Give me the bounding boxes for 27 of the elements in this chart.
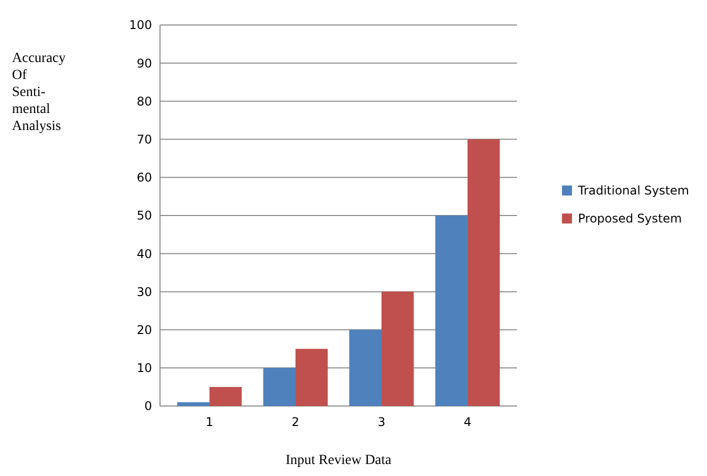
legend-label: Proposed System	[578, 212, 682, 226]
x-axis-title: Input Review Data	[286, 453, 392, 468]
bar	[435, 216, 468, 406]
y-tick-label: 80	[136, 94, 152, 108]
bar	[382, 292, 414, 406]
x-tick-label: 1	[206, 415, 214, 429]
y-tick-label: 20	[136, 323, 152, 337]
y-tick-label: 10	[136, 361, 152, 376]
bar	[295, 348, 328, 406]
y-tick-label: 60	[136, 170, 152, 185]
y-tick-label: 90	[136, 56, 152, 70]
bar	[468, 139, 500, 406]
bar	[209, 386, 242, 406]
bar	[177, 402, 210, 406]
y-axis-title: Accuracy Of Senti- mental Analysis	[12, 51, 66, 134]
y-tick-label: 50	[136, 208, 152, 223]
x-tick-label: 3	[378, 415, 386, 429]
legend-label: Traditional System	[577, 184, 690, 198]
y-tick-label: 0	[144, 399, 152, 414]
y-tick-label: 100	[129, 18, 152, 32]
y-tick-label: 70	[136, 132, 152, 146]
bar	[263, 368, 296, 406]
bar	[349, 330, 382, 406]
x-tick-label: 4	[464, 415, 472, 429]
y-tick-label: 30	[136, 284, 152, 299]
x-tick-label: 2	[292, 415, 300, 429]
y-tick-label: 40	[136, 246, 152, 261]
